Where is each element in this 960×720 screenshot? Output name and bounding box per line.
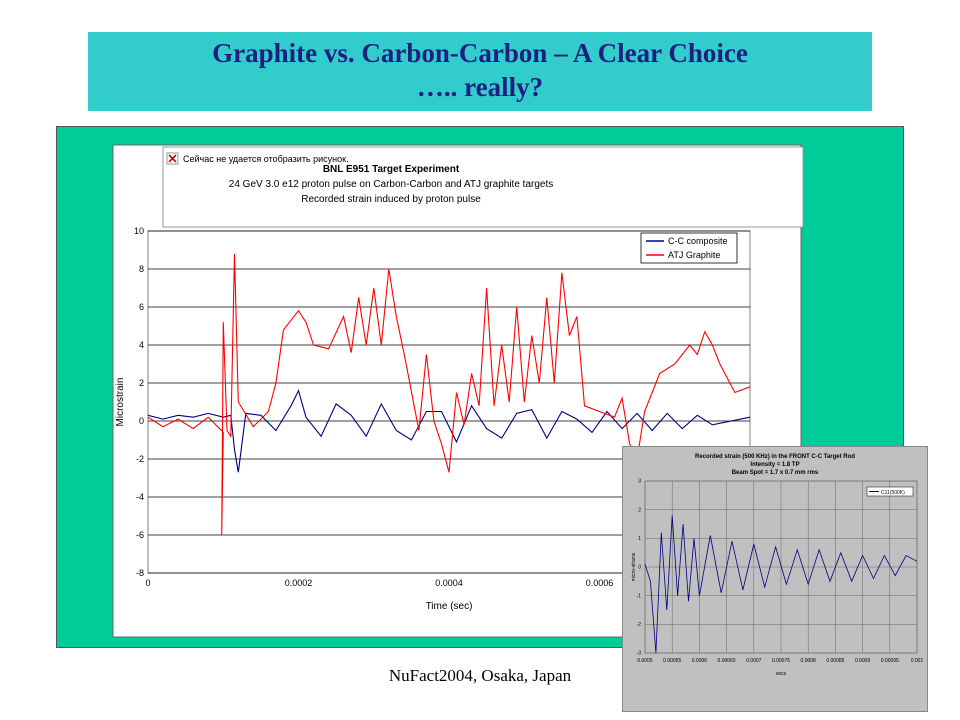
slide-title-line1: Graphite vs. Carbon-Carbon – A Clear Cho…	[212, 38, 748, 68]
y-tick-label: -6	[136, 530, 144, 540]
y-axis-label: Microstrain	[115, 378, 126, 427]
legend-label-atj: ATJ Graphite	[668, 250, 720, 260]
y-tick-label: 2	[638, 507, 641, 513]
x-tick-label: 0.0009	[855, 658, 871, 664]
x-tick-label: 0.0004	[435, 578, 463, 588]
x-tick-label: 0.00085	[826, 658, 844, 664]
broken-image-frame	[162, 146, 804, 228]
inset-chart: Recorded strain (500 KHz) in the FRONT C…	[631, 454, 923, 677]
x-tick-label: 0.00055	[663, 658, 681, 664]
series-line-1	[644, 515, 918, 654]
title-banner: Graphite vs. Carbon-Carbon – A Clear Cho…	[88, 32, 872, 111]
series-line-1	[147, 389, 751, 473]
main-chart: Сейчас не удается отобразить рисунок. BN…	[112, 144, 804, 638]
y-tick-label: 4	[139, 340, 144, 350]
chart-title-line1: BNL E951 Target Experiment	[323, 164, 460, 175]
inset-title-line1: Recorded strain (500 KHz) in the FRONT C…	[695, 454, 855, 460]
y-tick-label: -4	[136, 492, 144, 502]
y-tick-label: -3	[637, 651, 642, 657]
main-chart-panel: Сейчас не удается отобразить рисунок. BN…	[56, 126, 904, 648]
broken-image-text: Сейчас не удается отобразить рисунок.	[183, 154, 349, 164]
y-tick-label: -2	[136, 454, 144, 464]
x-axis-label: Time (sec)	[426, 601, 473, 612]
inset-y-ticks: 3 2 1 0 -1 -2 -3	[637, 479, 642, 657]
y-tick-label: -1	[637, 593, 642, 599]
x-tick-label: 0	[145, 578, 150, 588]
main-legend: C-C composite ATJ Graphite	[640, 232, 738, 264]
x-tick-label: 0.0005	[637, 658, 653, 664]
x-tick-label: 0.0007	[746, 658, 762, 664]
y-tick-label: 10	[134, 226, 144, 236]
y-tick-label: 0	[139, 416, 144, 426]
broken-image-icon	[166, 152, 179, 165]
inset-series-group	[644, 515, 918, 654]
x-tick-label: 0.00075	[772, 658, 790, 664]
y-tick-label: 2	[139, 378, 144, 388]
y-tick-label: -2	[637, 622, 642, 628]
x-tick-label: 0.00095	[881, 658, 899, 664]
x-tick-label: 0.0006	[692, 658, 708, 664]
x-tick-label: 0.0008	[801, 658, 817, 664]
inset-y-axis-label: micro-strains	[631, 552, 637, 581]
y-tick-label: -8	[136, 568, 144, 578]
slide-title-line2: ….. really?	[416, 72, 544, 102]
y-tick-label: 0	[638, 565, 641, 571]
x-tick-label: 0.001	[911, 658, 924, 664]
x-tick-label: 0.0006	[586, 578, 614, 588]
y-tick-label: 3	[638, 479, 641, 485]
main-y-ticks: 10 8 6 4 2 0 -2 -4 -6 -8	[134, 226, 144, 578]
y-tick-label: 1	[638, 536, 641, 542]
legend-label-cc: C-C composite	[668, 236, 728, 246]
inset-title-line3: Beam Spot = 1.7 x 0.7 mm rms	[732, 470, 819, 476]
inset-x-ticks: 0.0005 0.00055 0.0006 0.00065 0.0007 0.00075 0…	[637, 658, 923, 664]
x-tick-label: 0.00065	[718, 658, 736, 664]
inset-title-line2: Intensity = 1.8 TP	[750, 462, 799, 468]
inset-x-axis-label: secs	[776, 671, 787, 677]
inset-legend-label: C11(500K)	[881, 490, 905, 496]
inset-legend: C11(500K)	[866, 486, 914, 497]
chart-title-line3: Recorded strain induced by proton pulse	[301, 194, 481, 205]
inset-gridlines	[644, 480, 918, 654]
chart-title-line2: 24 GeV 3.0 e12 proton pulse on Carbon-Ca…	[229, 179, 553, 190]
y-tick-label: 8	[139, 264, 144, 274]
inset-chart-panel: Recorded strain (500 KHz) in the FRONT C…	[622, 446, 928, 712]
y-tick-label: 6	[139, 302, 144, 312]
slide-footer: NuFact2004, Osaka, Japan	[388, 666, 572, 685]
x-tick-label: 0.0002	[285, 578, 313, 588]
